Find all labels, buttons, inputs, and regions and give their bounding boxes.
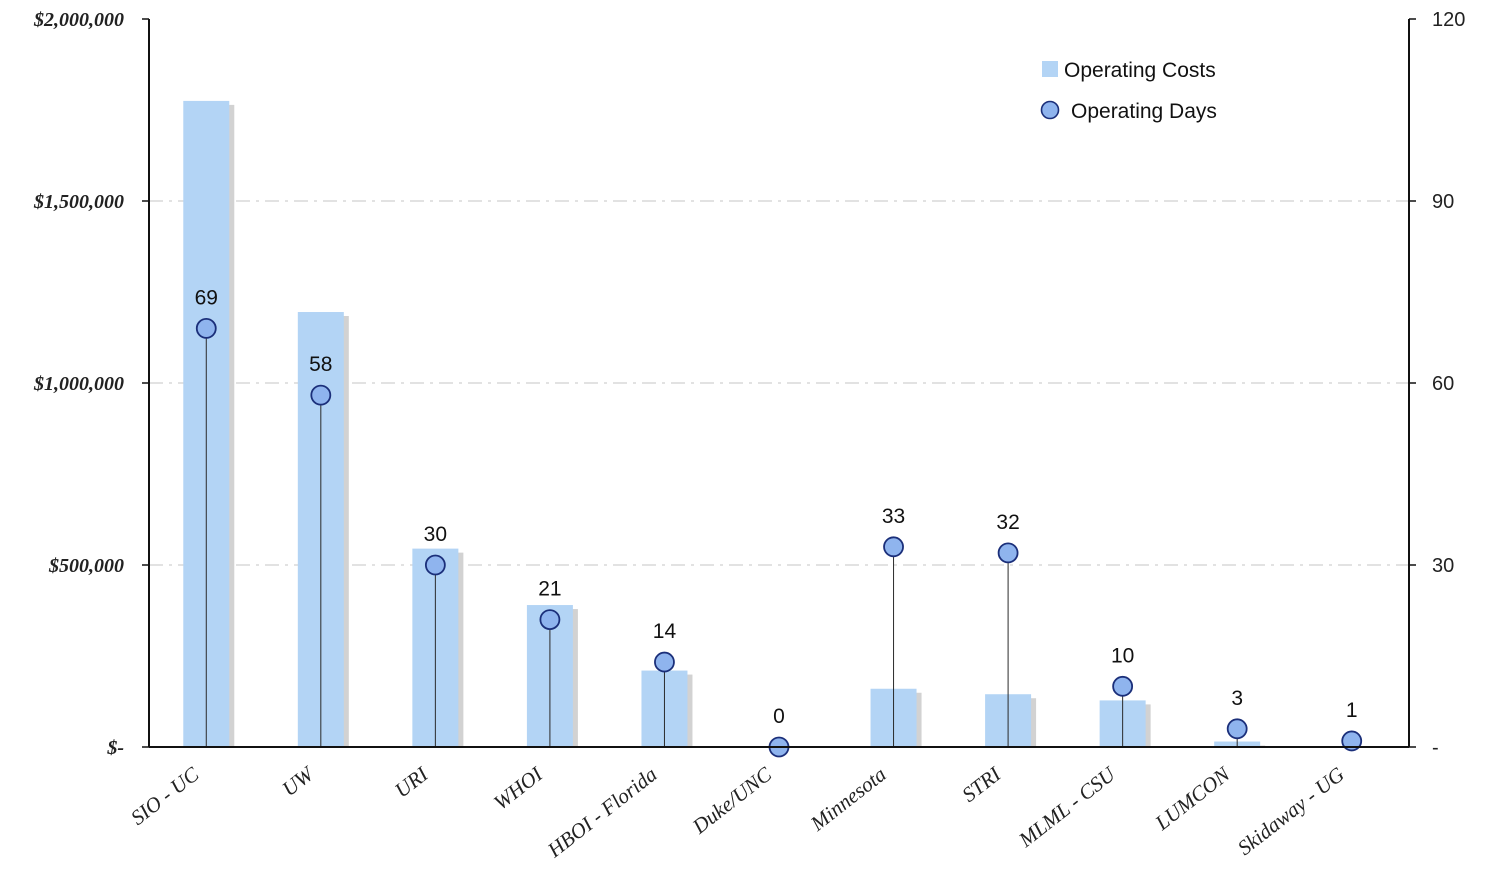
legend-swatch-operating-costs (1042, 61, 1058, 77)
data-label-operating-days: 32 (996, 511, 1019, 534)
data-label-operating-days: 3 (1231, 687, 1243, 710)
point-operating-days (997, 542, 1019, 564)
tick-labels: $- $500,000 $1,000,000 $1,500,000 $2,000,000… (33, 9, 1465, 863)
operating-days-stems (205, 328, 1353, 747)
left-tick-label: $500,000 (48, 555, 124, 577)
axes (142, 18, 1416, 748)
data-label-operating-days: 69 (195, 286, 218, 309)
data-label-operating-days: 1 (1346, 699, 1358, 722)
left-tick-label: $1,500,000 (33, 191, 124, 213)
point-operating-days (1341, 730, 1363, 752)
category-label: HBOI - Florida (542, 762, 661, 863)
data-label-operating-days: 14 (653, 620, 677, 643)
data-label-operating-days: 0 (773, 705, 785, 728)
point-operating-days (1112, 675, 1134, 697)
point-operating-days (1226, 718, 1248, 740)
legend: Operating Costs Operating Days (1040, 59, 1217, 123)
right-tick-label: - (1432, 737, 1439, 759)
category-label: Duke/UNC (687, 761, 777, 839)
operating-costs-bars (183, 100, 1266, 747)
operating-days-points (195, 317, 1363, 758)
legend-label-operating-days: Operating Days (1071, 100, 1217, 123)
left-tick-label: $- (106, 737, 124, 759)
left-tick-label: $2,000,000 (33, 9, 124, 31)
data-label-operating-days: 58 (309, 353, 332, 376)
point-operating-days (424, 554, 446, 576)
legend-label-operating-costs: Operating Costs (1064, 59, 1216, 82)
point-operating-days (654, 651, 675, 673)
category-label: LUMCON (1150, 761, 1235, 835)
category-label: WHOI (489, 761, 548, 814)
left-tick-label: $1,000,000 (33, 373, 124, 395)
point-operating-days (883, 536, 904, 558)
category-label: URI (390, 761, 433, 802)
category-label: Minnesota (805, 762, 890, 836)
data-labels: 69 58 30 21 14 0 33 32 10 3 1 (195, 286, 1358, 728)
point-operating-days (195, 317, 217, 339)
right-tick-label: 30 (1432, 555, 1454, 577)
legend-marker-operating-days (1040, 100, 1060, 120)
category-label: STRI (957, 761, 1006, 806)
point-operating-days (539, 609, 561, 630)
category-label: Skidaway - UG (1233, 762, 1349, 860)
gridlines (149, 200, 1409, 566)
right-tick-label: 90 (1432, 191, 1454, 213)
point-operating-days (310, 384, 332, 406)
data-label-operating-days: 21 (538, 578, 561, 601)
category-label: SIO - UC (126, 761, 204, 829)
right-tick-label: 60 (1432, 373, 1454, 395)
right-tick-label: 120 (1432, 9, 1465, 31)
data-label-operating-days: 33 (882, 505, 905, 528)
category-label: UW (277, 760, 319, 801)
category-label: MLML - CSU (1013, 761, 1121, 853)
data-label-operating-days: 10 (1111, 644, 1134, 667)
data-label-operating-days: 30 (424, 523, 447, 546)
